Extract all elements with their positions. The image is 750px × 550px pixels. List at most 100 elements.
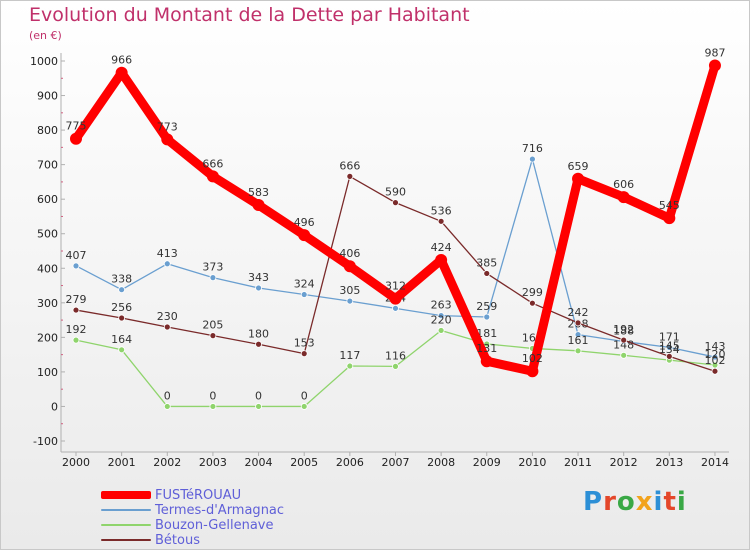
legend-swatch — [101, 524, 151, 526]
data-point — [572, 172, 585, 185]
data-point — [437, 312, 445, 320]
y-tick-label: 900 — [37, 90, 58, 103]
data-point — [346, 297, 354, 305]
data-label: 590 — [385, 186, 406, 199]
data-label: 153 — [294, 337, 315, 350]
x-tick-label: 2000 — [62, 456, 90, 469]
data-point — [300, 403, 308, 410]
data-point — [711, 367, 719, 375]
data-point — [392, 199, 399, 207]
y-tick-label: 1000 — [30, 55, 58, 68]
y-tick-label: 300 — [37, 297, 58, 310]
data-label: 117 — [339, 349, 360, 362]
data-label: 259 — [476, 300, 497, 313]
y-tick-label: 200 — [37, 331, 58, 344]
data-label: 545 — [659, 199, 680, 212]
legend-item: FUSTéROUAU — [101, 488, 361, 503]
data-point — [437, 327, 445, 334]
logo-letter: t — [663, 487, 677, 517]
data-label: 145 — [659, 339, 680, 352]
data-point — [72, 336, 80, 344]
chart-legend: FUSTéROUAU Termes-d'Armagnac Bouzon-Gellen… — [101, 488, 361, 548]
x-tick-label: 2007 — [381, 456, 409, 469]
data-point — [392, 362, 399, 370]
data-point — [206, 170, 219, 183]
data-label: 385 — [476, 256, 497, 269]
data-label: 305 — [339, 284, 360, 297]
chart-title: Evolution du Montant de la Dette par Hab… — [29, 4, 470, 26]
data-label: 373 — [202, 261, 223, 274]
y-tick-label: 400 — [37, 262, 58, 275]
y-tick-label: 600 — [37, 193, 58, 206]
data-point — [480, 355, 493, 368]
data-point — [574, 347, 582, 355]
data-label: 263 — [431, 299, 452, 312]
data-label: 606 — [613, 178, 634, 191]
legend-label: Bouzon-Gellenave — [155, 518, 274, 533]
x-tick-label: 2011 — [564, 456, 592, 469]
data-point — [163, 323, 171, 331]
data-point — [346, 362, 354, 370]
data-label: 666 — [339, 159, 360, 172]
x-tick-label: 2004 — [245, 456, 273, 469]
data-point — [343, 260, 356, 273]
data-point — [620, 351, 628, 359]
data-point — [300, 291, 308, 298]
data-point — [255, 284, 262, 292]
data-point — [711, 353, 719, 361]
data-point — [529, 299, 536, 307]
data-label: 0 — [255, 389, 262, 402]
logo-letter: o — [616, 487, 636, 517]
data-label: 230 — [157, 310, 178, 323]
x-tick-label: 2008 — [427, 456, 455, 469]
x-tick-label: 2009 — [473, 456, 501, 469]
data-label: 773 — [157, 120, 178, 133]
data-label: 0 — [301, 389, 308, 402]
legend-swatch — [101, 539, 151, 541]
legend-swatch — [101, 509, 151, 511]
data-point — [346, 172, 354, 180]
x-tick-label: 2010 — [518, 456, 546, 469]
data-label: 775 — [66, 120, 87, 133]
data-label: 192 — [613, 323, 634, 336]
data-point — [437, 217, 445, 225]
data-label: 205 — [202, 319, 223, 332]
data-point — [70, 132, 82, 145]
legend-label: Termes-d'Armagnac — [155, 503, 285, 518]
y-tick-label: -100 — [33, 435, 58, 448]
data-label: 188 — [613, 325, 634, 338]
data-point — [255, 403, 262, 410]
data-point — [435, 253, 448, 266]
data-label: 312 — [385, 280, 406, 293]
x-tick-label: 2013 — [655, 456, 683, 469]
data-label: 666 — [202, 157, 223, 170]
x-tick-label: 2014 — [701, 456, 729, 469]
chart-unit-label: (en €) — [29, 29, 62, 42]
data-label: 102 — [704, 354, 725, 367]
proxiti-logo: Proxiti — [583, 487, 687, 517]
data-point — [72, 262, 80, 270]
data-label: 0 — [164, 389, 171, 402]
data-point — [708, 59, 721, 72]
data-label: 143 — [704, 340, 725, 353]
data-point — [163, 260, 171, 268]
data-label: 413 — [157, 247, 178, 260]
y-tick-label: 700 — [37, 159, 58, 172]
legend-item: Bouzon-Gellenave — [101, 518, 361, 533]
data-label: 181 — [476, 327, 497, 340]
legend-swatch — [101, 491, 151, 499]
data-label: 716 — [522, 142, 543, 155]
logo-letter: P — [583, 487, 604, 517]
data-point — [115, 66, 128, 79]
data-label: 659 — [568, 160, 589, 173]
data-label: 299 — [522, 286, 543, 299]
x-tick-label: 2012 — [610, 456, 638, 469]
y-tick-label: 100 — [37, 366, 58, 379]
data-point — [526, 365, 539, 378]
x-tick-label: 2001 — [108, 456, 136, 469]
y-tick-label: 0 — [51, 400, 58, 413]
data-point — [663, 212, 676, 225]
data-point — [574, 319, 582, 327]
